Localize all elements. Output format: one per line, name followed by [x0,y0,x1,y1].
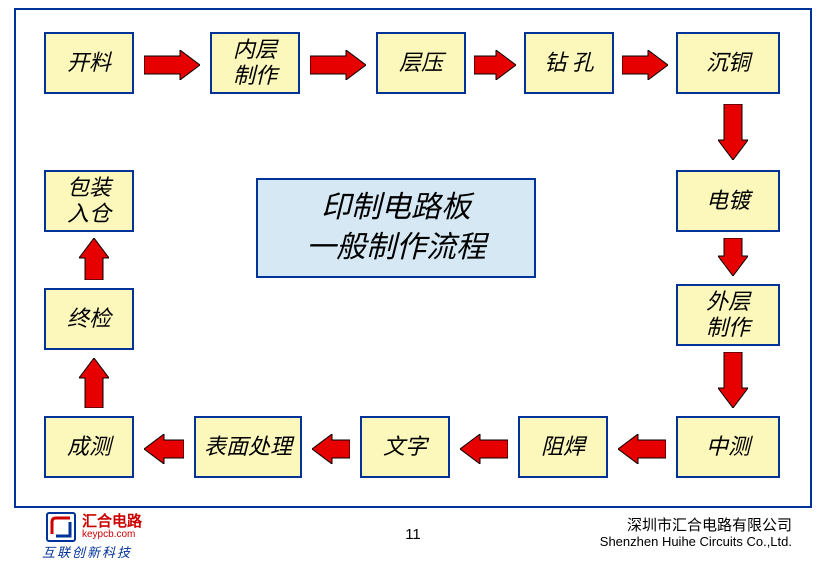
company-name-en: Shenzhen Huihe Circuits Co.,Ltd. [600,534,792,549]
flow-node-n2: 内层 制作 [210,32,300,94]
flow-node-n7: 外层 制作 [676,284,780,346]
footer: 汇合电路 keypcb.com 互联创新科技 11 深圳市汇合电路有限公司 Sh… [14,512,812,560]
flow-arrow-1 [144,50,200,85]
flow-arrow-9 [460,434,508,469]
flow-arrow-12 [79,358,109,413]
flow-node-n12: 成测 [44,416,134,478]
flow-arrow-6 [718,238,748,281]
flow-arrow-3 [474,50,516,85]
flow-arrow-4 [622,50,668,85]
flow-node-n11: 表面处理 [194,416,302,478]
flow-arrow-5 [718,104,748,165]
diagram-frame: 印制电路板 一般制作流程 开料 内层 制作 层压钻 孔沉铜电镀外层 制作中测 阻焊 文字… [14,8,812,508]
flow-arrow-11 [144,434,184,469]
flow-node-n10: 文字 [360,416,450,478]
flow-node-n9: 阻焊 [518,416,608,478]
flow-node-n1: 开料 [44,32,134,94]
flow-arrow-7 [718,352,748,413]
flow-arrow-2 [310,50,366,85]
center-title-box: 印制电路板 一般制作流程 [256,178,536,278]
flow-arrow-13 [79,238,109,285]
center-title-text: 印制电路板 一般制作流程 [306,188,486,269]
flow-node-n5: 沉铜 [676,32,780,94]
company-name-cn: 深圳市汇合电路有限公司 [627,514,792,535]
flow-arrow-10 [312,434,350,469]
flow-node-n3: 层压 [376,32,466,94]
logo-slogan: 互联创新科技 [42,542,132,561]
flow-arrow-8 [618,434,666,469]
flow-node-n4: 钻 孔 [524,32,614,94]
flow-node-n6: 电镀 [676,170,780,232]
flow-node-n8: 中测 [676,416,780,478]
flow-node-n13: 终检 [44,288,134,350]
flow-node-n14: 包装 入仓 [44,170,134,232]
